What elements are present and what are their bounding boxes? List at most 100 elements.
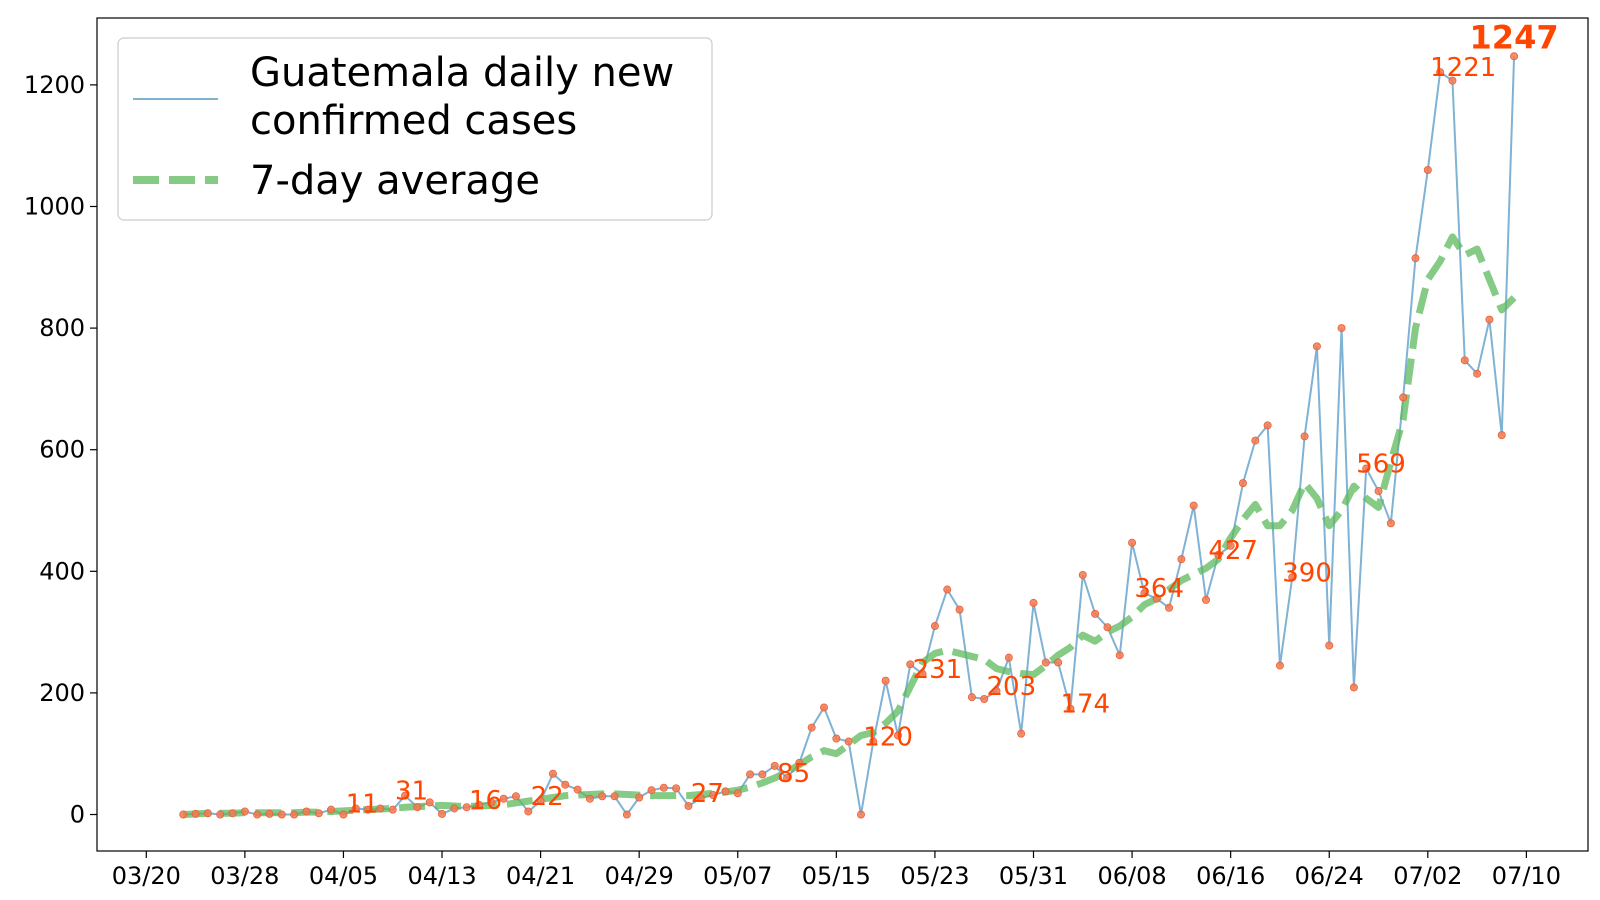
data-point — [967, 693, 976, 702]
data-point — [647, 786, 656, 795]
data-point — [906, 660, 915, 669]
data-point — [1165, 603, 1174, 612]
annotation-label: 569 — [1356, 450, 1406, 480]
x-tick-label: 07/02 — [1393, 862, 1462, 890]
data-point — [783, 774, 792, 783]
legend-daily-label: Guatemala daily new confirmed cases — [250, 50, 674, 144]
data-point — [561, 780, 570, 789]
data-point — [807, 723, 816, 732]
data-point — [943, 585, 952, 594]
data-point — [696, 794, 705, 803]
y-tick-label: 200 — [39, 679, 85, 707]
data-point — [1510, 52, 1519, 61]
data-point — [1066, 704, 1075, 713]
data-point — [955, 605, 964, 614]
data-point — [1091, 609, 1100, 618]
data-point — [1004, 653, 1013, 662]
data-point — [474, 800, 483, 809]
data-point — [364, 805, 373, 814]
annotation-label: 16 — [469, 786, 502, 816]
data-point — [1386, 519, 1395, 528]
data-point — [1312, 342, 1321, 351]
data-point — [856, 810, 865, 819]
data-point — [1214, 550, 1223, 559]
data-point — [1054, 658, 1063, 667]
data-point — [1128, 538, 1137, 547]
data-point — [598, 792, 607, 801]
data-point — [1337, 324, 1346, 333]
data-point — [191, 809, 200, 818]
data-point — [1448, 76, 1457, 85]
data-point — [1423, 166, 1432, 175]
data-point — [499, 794, 508, 803]
y-tick-label: 600 — [39, 436, 85, 464]
x-tick-label: 04/21 — [506, 862, 575, 890]
data-point — [1238, 479, 1247, 488]
legend-average-label: 7-day average — [250, 158, 540, 204]
data-point — [253, 810, 262, 819]
data-point — [1473, 369, 1482, 378]
data-point — [351, 804, 360, 813]
annotation-label: 390 — [1282, 558, 1332, 588]
data-point — [1189, 501, 1198, 510]
data-point — [1411, 254, 1420, 263]
data-point — [684, 802, 693, 811]
data-point — [1275, 661, 1284, 670]
data-point — [450, 804, 459, 813]
axes-frame — [96, 17, 1589, 852]
data-point — [918, 670, 927, 679]
data-point — [376, 804, 385, 813]
data-point — [1436, 68, 1445, 77]
data-point — [290, 810, 299, 819]
data-point — [1374, 487, 1383, 496]
y-tick-label: 800 — [39, 314, 85, 342]
data-point — [438, 809, 447, 818]
annotation-label: 22 — [531, 782, 564, 812]
data-point — [881, 676, 890, 685]
data-point — [820, 703, 829, 712]
data-point — [795, 758, 804, 767]
x-tick-label: 04/13 — [407, 862, 476, 890]
data-point — [413, 803, 422, 812]
data-point — [1325, 641, 1334, 650]
data-point — [277, 810, 286, 819]
data-point — [1017, 729, 1026, 738]
annotation-label: 11 — [346, 789, 379, 819]
data-point — [401, 791, 410, 800]
data-point — [622, 810, 631, 819]
x-tick-label: 05/15 — [802, 862, 871, 890]
data-point — [844, 737, 853, 746]
y-tick-label: 1000 — [24, 192, 85, 220]
data-point — [721, 787, 730, 796]
data-point — [314, 809, 323, 818]
data-point — [425, 798, 434, 807]
y-tick-label: 1200 — [24, 71, 85, 99]
data-point — [672, 784, 681, 793]
data-point — [1226, 541, 1235, 550]
x-tick-label: 06/24 — [1295, 862, 1364, 890]
data-point — [548, 769, 557, 778]
annotation-label: 231 — [913, 655, 963, 685]
plot-area: 11 31 16 22 27 85 120 231 203 174 364 427 390 569 1221… — [179, 18, 1559, 819]
data-point — [980, 694, 989, 703]
data-point — [733, 789, 742, 798]
data-point — [1349, 683, 1358, 692]
data-point — [1152, 594, 1161, 603]
data-point — [1263, 421, 1272, 430]
data-point — [709, 791, 718, 800]
data-point — [240, 807, 249, 816]
data-point — [770, 761, 779, 770]
legend: Guatemala daily new confirmed cases 7-day… — [117, 37, 713, 221]
x-tick-label: 03/20 — [112, 862, 181, 890]
data-point — [1460, 356, 1469, 365]
data-point — [930, 622, 939, 631]
data-point — [524, 807, 533, 816]
data-point — [1288, 573, 1297, 582]
x-tick-label: 05/31 — [999, 862, 1068, 890]
data-point — [1115, 651, 1124, 660]
data-point — [265, 809, 274, 818]
annotation-label: 364 — [1134, 574, 1184, 604]
x-tick-label: 03/28 — [210, 862, 279, 890]
data-point — [1485, 315, 1494, 324]
data-point — [1029, 598, 1038, 607]
